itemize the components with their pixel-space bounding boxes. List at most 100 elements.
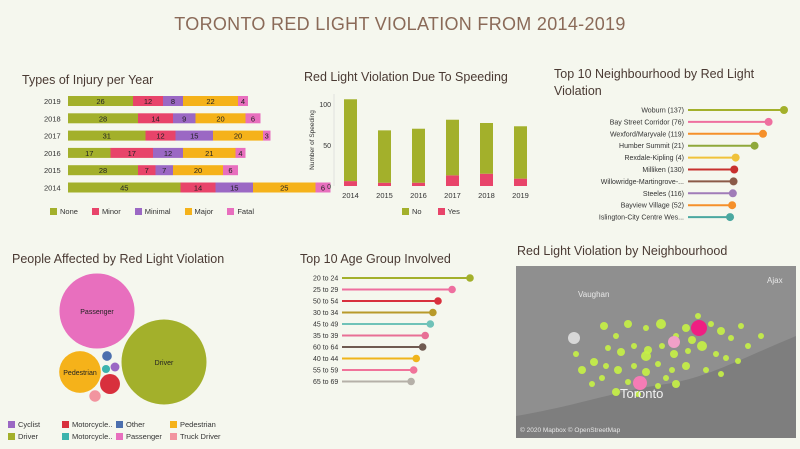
- map-point: [670, 350, 678, 358]
- category-label: Milliken (130): [642, 167, 684, 174]
- map-point: [643, 325, 649, 331]
- title-line: Top 10 Neighbourhood by Red Light: [554, 67, 755, 81]
- bubble: [110, 362, 120, 372]
- map-point: [614, 366, 622, 374]
- bar-segment: [68, 147, 111, 158]
- data-label: 17: [128, 149, 136, 158]
- x-tick-label: 2018: [478, 191, 495, 200]
- legend-item-yes: Yes: [437, 207, 460, 216]
- bar-segment: [315, 182, 331, 193]
- category-label: 2017: [44, 132, 61, 141]
- category-label: 25 to 29: [313, 287, 338, 294]
- map-point: [669, 367, 675, 373]
- map-point: [697, 341, 707, 351]
- legend-swatch: [184, 208, 192, 215]
- age-chart: 20 to 24 25 to 29 50 to 54 30 to 34 45 to 49…: [313, 274, 474, 386]
- map-point: [573, 351, 579, 357]
- legend-item-truck-driver: Truck Driver: [170, 432, 230, 441]
- map-point: [663, 375, 669, 381]
- map-point: [625, 379, 631, 385]
- people-legend: Cyclist Motorcycle.. Other Pedestrian Dr…: [8, 420, 268, 441]
- legend-swatch: [62, 421, 69, 428]
- bar-segment: [145, 130, 176, 141]
- map-point: [659, 343, 665, 349]
- legend-swatch: [8, 433, 15, 440]
- neighbourhood-chart: Woburn (137) Bay Street Corridor (76) Wexf…: [599, 106, 788, 222]
- lollipop-dot: [730, 165, 739, 174]
- bar-segment: [223, 165, 238, 176]
- map-point: [599, 375, 605, 381]
- legend-label: Other: [126, 420, 145, 429]
- map-point: [728, 335, 734, 341]
- map-point: [708, 321, 714, 327]
- bar-segment: [235, 147, 246, 158]
- data-label: 12: [156, 132, 164, 141]
- bubble: [101, 364, 111, 374]
- lollipop-dot: [728, 189, 737, 198]
- bubble: [102, 351, 112, 361]
- neighbourhood-chart-title: Top 10 Neighbourhood by Red Light Violat…: [554, 66, 754, 100]
- bar-segment: [68, 182, 181, 193]
- legend-swatch: [116, 421, 123, 428]
- category-label: Willowridge-Martingrove-...: [601, 179, 684, 186]
- data-label: 15: [190, 132, 198, 141]
- legend-label: Cyclist: [18, 420, 41, 429]
- legend-item-minor: Minor: [91, 207, 121, 216]
- x-tick-label: 2017: [444, 191, 461, 200]
- category-label: 45 to 49: [313, 322, 338, 329]
- map-point-highlight: [568, 332, 580, 344]
- data-label: 28: [99, 166, 107, 175]
- bar-yes: [378, 182, 391, 186]
- category-label: Steeles (116): [643, 191, 684, 198]
- x-tick-label: 2019: [512, 191, 529, 200]
- map-point: [703, 367, 709, 373]
- map-point: [717, 327, 725, 335]
- map-point: [617, 348, 625, 356]
- map-point-highlight: [668, 336, 680, 348]
- data-label: 26: [96, 97, 104, 106]
- bubble-label: Driver: [155, 360, 174, 367]
- map-point: [758, 333, 764, 339]
- legend-label: Yes: [447, 207, 460, 216]
- bar-no: [344, 99, 357, 182]
- map-point: [624, 320, 632, 328]
- map-layer: [516, 313, 796, 438]
- injury-legend: None Minor Minimal Major Fatal: [50, 207, 254, 216]
- map-credit: © 2020 Mapbox © OpenStreetMap: [520, 427, 621, 434]
- bar-segment: [68, 113, 138, 124]
- data-label: 12: [164, 149, 172, 158]
- data-label: 20: [216, 114, 224, 123]
- bubble-label: Pedestrian: [63, 370, 97, 377]
- map-point: [641, 351, 651, 361]
- legend-swatch: [170, 421, 177, 428]
- map-point: [738, 323, 744, 329]
- category-label: Bayview Village (52): [621, 203, 684, 210]
- lollipop-dot: [780, 106, 788, 114]
- lollipop-dot: [729, 177, 738, 186]
- category-label: 40 to 44: [313, 356, 338, 363]
- injury-chart-title: Types of Injury per Year: [22, 73, 154, 87]
- category-label: 65 to 69: [313, 379, 338, 386]
- bubble: [59, 273, 135, 349]
- data-label: 17: [85, 149, 93, 158]
- map-label-toronto: Toronto: [620, 386, 664, 401]
- neighbourhood-map[interactable]: Vaughan Ajax Toronto © 2020 Mapbox © Ope…: [516, 266, 796, 438]
- category-label: Wexford/Maryvale (119): [610, 131, 684, 138]
- category-label: 60 to 64: [313, 345, 338, 352]
- page-title: TORONTO RED LIGHT VIOLATION FROM 2014-20…: [174, 14, 626, 34]
- data-label: 20: [194, 166, 202, 175]
- map-point: [695, 313, 701, 319]
- bar-segment: [245, 113, 261, 124]
- bar-segment: [138, 165, 156, 176]
- lollipop-dot: [426, 320, 435, 328]
- category-label: 55 to 59: [313, 368, 338, 375]
- data-label: 9: [182, 114, 186, 123]
- category-label: 2018: [44, 114, 61, 123]
- lollipop-dot: [434, 297, 442, 305]
- lollipop-dot: [412, 354, 421, 363]
- data-label: 25: [280, 184, 288, 193]
- legend-item-other: Other: [116, 420, 170, 429]
- category-label: 35 to 39: [313, 333, 338, 340]
